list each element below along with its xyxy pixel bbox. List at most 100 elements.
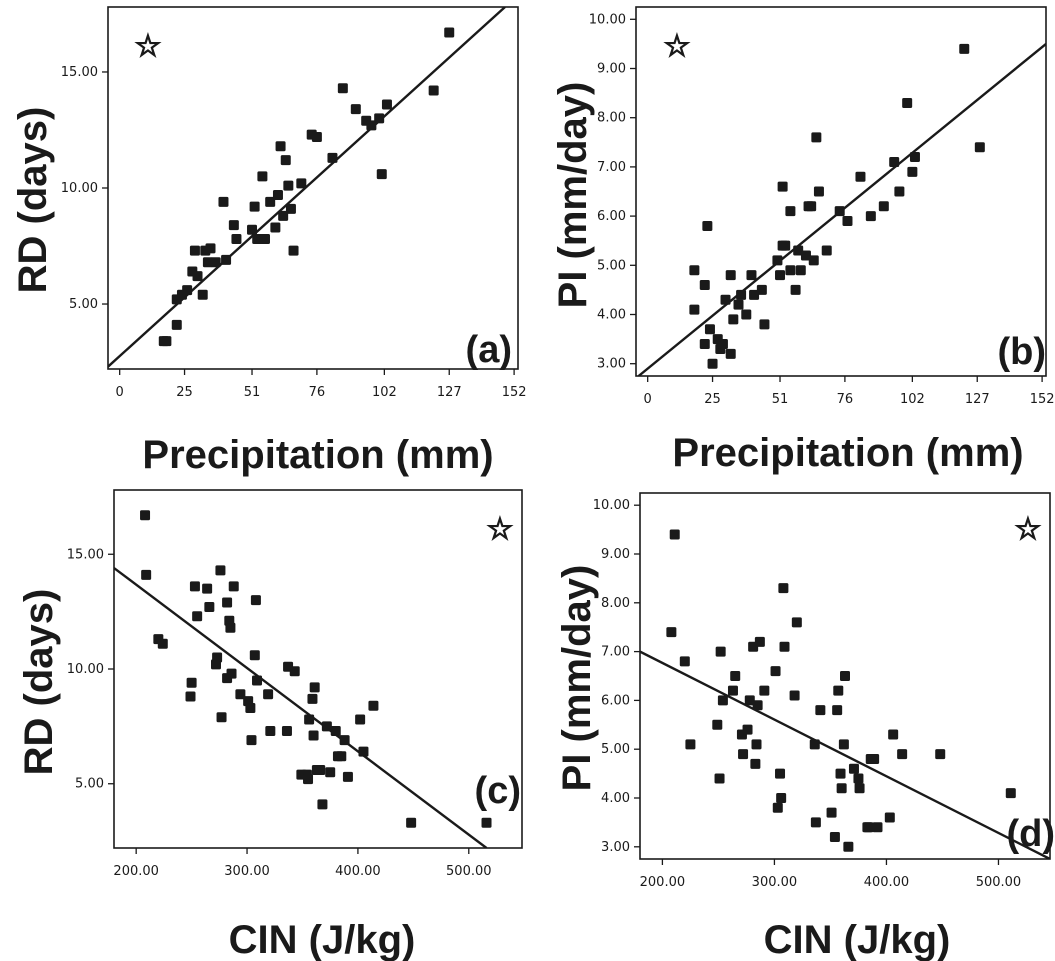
- data-point: [855, 171, 866, 182]
- data-point: [192, 271, 203, 282]
- data-point: [715, 646, 726, 657]
- data-point: [1005, 788, 1016, 799]
- data-point: [296, 178, 307, 189]
- data-point: [210, 257, 221, 268]
- x-tick-label: 400.00: [864, 875, 910, 890]
- data-point: [800, 250, 811, 261]
- y-tick-label: 9.00: [601, 547, 630, 562]
- data-point: [337, 83, 348, 94]
- data-point: [197, 289, 208, 300]
- fit-line-layer-d: [640, 650, 1050, 859]
- x-tick-label: 76: [837, 392, 854, 407]
- data-point: [304, 714, 315, 725]
- data-point: [141, 569, 152, 580]
- data-point: [330, 725, 341, 736]
- y-ticks-b: 3.00 4.00 5.00 6.00 7.00 8.00 9.00 10.00: [589, 12, 636, 372]
- y-tick-label: 5.00: [597, 258, 626, 273]
- y-ticks-d: 3.00 4.00 5.00 6.00 7.00 8.00 9.00 10.00: [593, 498, 640, 855]
- data-point: [811, 132, 822, 143]
- data-point: [272, 189, 283, 200]
- data-point: [869, 753, 880, 764]
- data-point: [374, 113, 385, 124]
- x-tick-label: 102: [372, 385, 397, 400]
- data-point: [689, 304, 700, 315]
- data-point: [884, 812, 895, 823]
- x-tick-label: 127: [965, 392, 990, 407]
- points-layer-b: [689, 43, 985, 369]
- x-tick-label: 76: [309, 385, 326, 400]
- data-point: [250, 595, 261, 606]
- y-ticks-a: 5.00 10.00 15.00: [61, 65, 108, 312]
- x-ticks-b: 0 25 51 76 102 127 152: [644, 376, 1055, 407]
- data-point: [727, 685, 738, 696]
- data-point: [140, 510, 151, 521]
- data-point: [889, 156, 900, 167]
- data-point: [790, 284, 801, 295]
- data-point: [249, 201, 260, 212]
- data-point: [366, 120, 377, 131]
- y-tick-label: 5.00: [601, 742, 630, 757]
- data-point: [754, 636, 765, 647]
- data-point: [780, 240, 791, 251]
- points-layer-d: [666, 529, 1016, 852]
- data-point: [775, 768, 786, 779]
- x-ticks-a: 0 25 51 76 102 127 152: [116, 369, 527, 400]
- data-point: [205, 243, 216, 254]
- y-axis-title-b: PI (mm/day): [551, 82, 595, 309]
- points-layer-a: [158, 27, 455, 347]
- data-point: [789, 690, 800, 701]
- data-point: [878, 201, 889, 212]
- y-axis-title-d: PI (mm/day): [555, 565, 599, 792]
- data-point: [226, 668, 237, 679]
- data-point: [720, 294, 731, 305]
- data-point: [959, 43, 970, 54]
- data-point: [699, 279, 710, 290]
- data-point: [707, 358, 718, 369]
- panel-label-c: (c): [475, 770, 521, 812]
- y-tick-label: 5.00: [75, 777, 104, 792]
- data-point: [666, 627, 677, 638]
- data-point: [832, 705, 843, 716]
- data-point: [186, 677, 197, 688]
- data-point: [189, 581, 200, 592]
- data-point: [679, 656, 690, 667]
- data-point: [669, 529, 680, 540]
- data-point: [750, 758, 761, 769]
- data-point: [770, 666, 781, 677]
- data-point: [215, 565, 226, 576]
- data-point: [746, 270, 757, 281]
- panel-label-a: (a): [466, 329, 512, 371]
- data-point: [744, 695, 755, 706]
- data-point: [752, 700, 763, 711]
- data-point: [252, 234, 263, 245]
- x-tick-label: 500.00: [976, 875, 1022, 890]
- x-tick-label: 200.00: [113, 864, 159, 879]
- data-point: [317, 799, 328, 810]
- data-point: [793, 245, 804, 256]
- y-axis-title-c: RD (days): [17, 589, 61, 776]
- y-tick-label: 9.00: [597, 62, 626, 77]
- data-point: [288, 245, 299, 256]
- y-tick-label: 10.00: [67, 662, 104, 677]
- y-tick-label: 10.00: [61, 181, 98, 196]
- data-point: [368, 700, 379, 711]
- plot-frame-d: [639, 492, 1051, 860]
- data-point: [759, 685, 770, 696]
- panel-label-b: (b): [997, 331, 1046, 373]
- x-tick-label: 51: [244, 385, 261, 400]
- data-point: [848, 763, 859, 774]
- data-point: [222, 597, 233, 608]
- data-point: [806, 201, 817, 212]
- data-point: [888, 729, 899, 740]
- data-point: [278, 210, 289, 221]
- data-point: [775, 270, 786, 281]
- fit-line-layer-c: [114, 567, 488, 848]
- data-point: [247, 224, 258, 235]
- data-point: [714, 773, 725, 784]
- data-point: [897, 749, 908, 760]
- data-point: [358, 746, 369, 757]
- data-point: [204, 602, 215, 613]
- data-point: [865, 211, 876, 222]
- data-point: [185, 691, 196, 702]
- data-point: [821, 245, 832, 256]
